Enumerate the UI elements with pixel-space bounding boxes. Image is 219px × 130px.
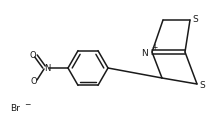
Text: O: O bbox=[31, 76, 37, 86]
Text: N: N bbox=[141, 48, 148, 57]
Text: S: S bbox=[192, 15, 198, 24]
Text: −: − bbox=[24, 100, 30, 109]
Text: N: N bbox=[44, 63, 50, 73]
Text: Br: Br bbox=[10, 103, 20, 112]
Text: S: S bbox=[199, 80, 205, 89]
Text: +: + bbox=[151, 43, 157, 51]
Text: O: O bbox=[30, 50, 36, 60]
